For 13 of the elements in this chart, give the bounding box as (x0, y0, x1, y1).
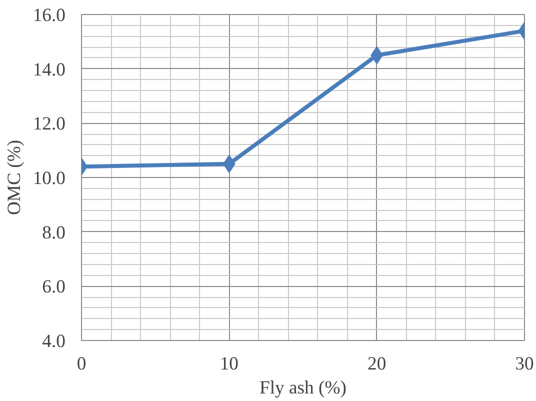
x-tick-label: 30 (515, 354, 534, 374)
x-tick-label: 10 (220, 354, 238, 374)
y-tick-label: 8.0 (42, 222, 66, 244)
y-tick-label: 10.0 (32, 168, 66, 189)
y-axis-title: OMC (%) (4, 140, 25, 216)
y-tick-label: 4.0 (42, 331, 66, 352)
y-tick-label: 14.0 (32, 59, 66, 80)
y-tick-label: 6.0 (42, 276, 66, 298)
x-tick-label: 20 (368, 354, 386, 374)
x-axis-title: Fly ash (%) (259, 378, 347, 398)
x-tick-label: 0 (76, 354, 86, 374)
y-tick-label: 16.0 (32, 5, 66, 26)
y-tick-label: 12.0 (32, 114, 66, 135)
